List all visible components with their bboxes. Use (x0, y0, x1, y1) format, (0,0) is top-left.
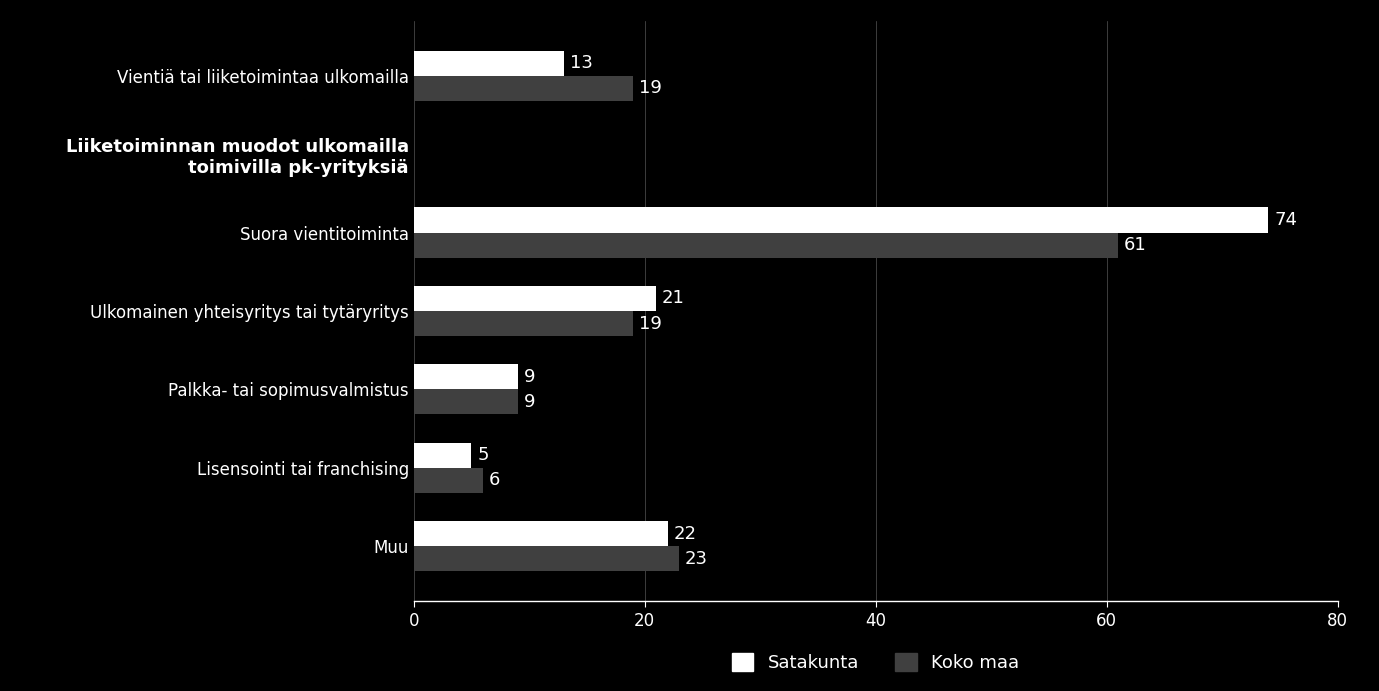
Bar (414, 50, 564, 75)
Text: 19: 19 (638, 314, 662, 332)
Text: 19: 19 (638, 79, 662, 97)
Bar (414, 364, 517, 390)
Bar (414, 311, 633, 336)
Bar (414, 232, 1118, 258)
Text: 21: 21 (662, 290, 685, 307)
Text: 13: 13 (570, 54, 593, 72)
Text: 22: 22 (673, 524, 696, 542)
Text: 61: 61 (1124, 236, 1147, 254)
Bar (414, 547, 680, 571)
Text: 23: 23 (685, 550, 707, 568)
Text: 9: 9 (524, 393, 535, 411)
Legend: Satakunta, Koko maa: Satakunta, Koko maa (724, 645, 1027, 679)
Bar (414, 468, 483, 493)
Bar (414, 286, 656, 311)
Bar (414, 521, 667, 547)
Text: 9: 9 (524, 368, 535, 386)
Text: 5: 5 (477, 446, 488, 464)
Bar (414, 75, 633, 101)
Bar (414, 207, 1269, 232)
Bar (414, 443, 472, 468)
Text: 6: 6 (488, 471, 501, 489)
Bar (414, 390, 517, 415)
Text: 74: 74 (1274, 211, 1298, 229)
